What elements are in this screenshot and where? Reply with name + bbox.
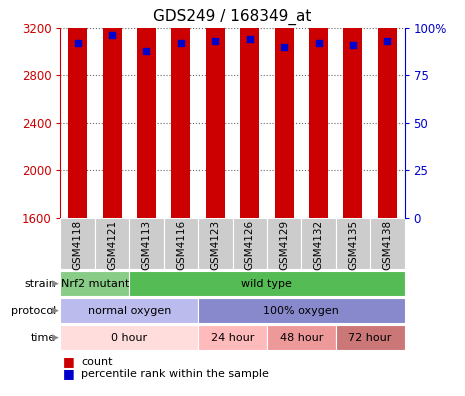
Bar	[344, 0, 362, 218]
Text: Nrf2 mutant: Nrf2 mutant	[60, 279, 129, 289]
Bar	[60, 325, 198, 350]
Text: GSM4126: GSM4126	[245, 220, 255, 270]
Bar	[95, 218, 129, 269]
Bar	[198, 325, 267, 350]
Bar	[60, 218, 95, 269]
Bar	[275, 9, 293, 218]
Text: count: count	[81, 357, 113, 367]
Text: strain: strain	[24, 279, 56, 289]
Bar	[172, 0, 190, 218]
Bar	[378, 112, 397, 218]
Bar	[198, 298, 405, 323]
Text: GSM4118: GSM4118	[73, 220, 83, 270]
Bar	[137, 214, 156, 218]
Text: percentile rank within the sample: percentile rank within the sample	[81, 369, 269, 379]
Text: wild type: wild type	[241, 279, 292, 289]
Bar	[103, 0, 121, 218]
Text: 48 hour: 48 hour	[279, 333, 323, 343]
Text: ■: ■	[63, 356, 74, 368]
Text: GSM4135: GSM4135	[348, 220, 358, 270]
Bar	[370, 218, 405, 269]
Text: GSM4116: GSM4116	[176, 220, 186, 270]
Text: ▶: ▶	[52, 279, 59, 288]
Text: 0 hour: 0 hour	[111, 333, 147, 343]
Bar	[301, 218, 336, 269]
Bar	[60, 271, 129, 296]
Bar	[60, 298, 198, 323]
Point	[246, 36, 253, 42]
Title: GDS249 / 168349_at: GDS249 / 168349_at	[153, 9, 312, 25]
Bar	[172, 148, 190, 218]
Bar	[198, 218, 232, 269]
Bar	[336, 218, 370, 269]
Text: 24 hour: 24 hour	[211, 333, 254, 343]
Bar	[103, 61, 121, 218]
Bar	[164, 218, 198, 269]
Bar	[344, 148, 362, 218]
Bar	[378, 0, 397, 218]
Bar	[129, 218, 164, 269]
Bar	[275, 199, 293, 218]
Bar	[232, 218, 267, 269]
Text: GSM4123: GSM4123	[210, 220, 220, 270]
Text: ▶: ▶	[52, 333, 59, 342]
Bar	[68, 152, 87, 218]
Bar	[336, 325, 405, 350]
Point	[384, 38, 391, 44]
Bar	[240, 0, 259, 218]
Bar	[267, 218, 301, 269]
Point	[280, 44, 288, 50]
Point	[315, 40, 322, 46]
Text: ■: ■	[63, 367, 74, 380]
Bar	[129, 271, 405, 296]
Text: 100% oxygen: 100% oxygen	[263, 306, 339, 316]
Bar	[206, 122, 225, 218]
Bar	[267, 325, 336, 350]
Point	[143, 48, 150, 54]
Point	[349, 42, 357, 48]
Text: GSM4113: GSM4113	[141, 220, 152, 270]
Text: protocol: protocol	[11, 306, 56, 316]
Bar	[309, 0, 328, 218]
Point	[212, 38, 219, 44]
Text: time: time	[31, 333, 56, 343]
Text: normal oxygen: normal oxygen	[87, 306, 171, 316]
Point	[108, 32, 116, 38]
Bar	[240, 99, 259, 218]
Bar	[68, 0, 87, 218]
Point	[74, 40, 81, 46]
Text: GSM4129: GSM4129	[279, 220, 289, 270]
Bar	[309, 123, 328, 218]
Bar	[206, 0, 225, 218]
Text: 72 hour: 72 hour	[348, 333, 392, 343]
Text: GSM4138: GSM4138	[382, 220, 392, 270]
Bar	[137, 24, 156, 218]
Text: GSM4121: GSM4121	[107, 220, 117, 270]
Text: GSM4132: GSM4132	[313, 220, 324, 270]
Text: ▶: ▶	[52, 306, 59, 315]
Point	[177, 40, 185, 46]
